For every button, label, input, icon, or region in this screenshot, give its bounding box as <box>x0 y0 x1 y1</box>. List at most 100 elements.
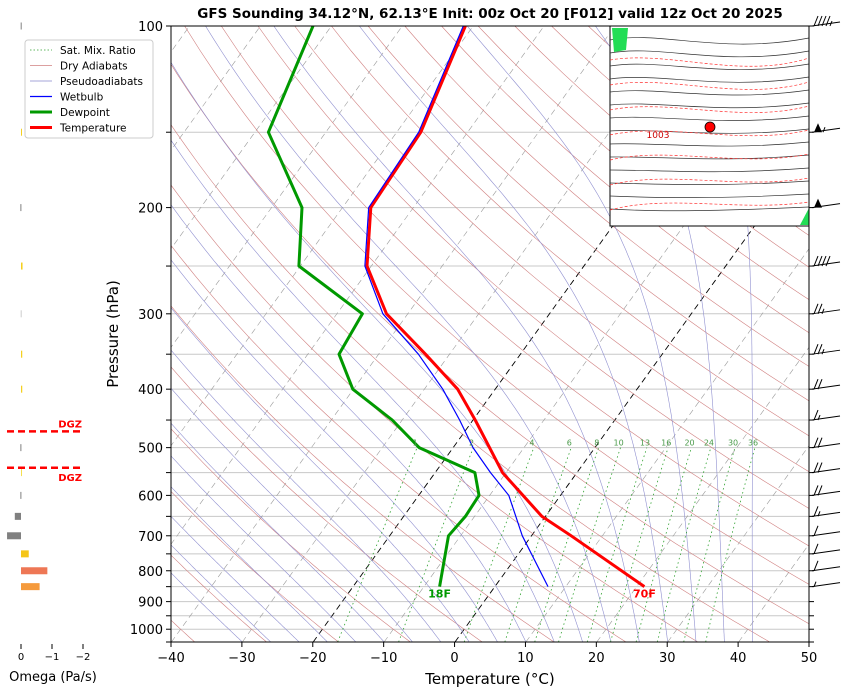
isotherm <box>171 26 616 642</box>
barb-full <box>813 506 819 517</box>
barb-full <box>813 560 819 571</box>
barb-half <box>822 127 826 133</box>
pseudoadiabat <box>171 544 271 642</box>
omega-bar <box>21 262 23 270</box>
barb-pennant <box>814 198 822 208</box>
wind-barb <box>811 378 841 390</box>
dry-adiabat <box>441 26 809 334</box>
mixing-ratio-label: 30 <box>728 439 738 448</box>
inset-height-contour <box>609 105 810 113</box>
barb-staff <box>811 384 841 390</box>
y-tick-label: 300 <box>138 308 163 323</box>
barb-pennant <box>814 123 822 133</box>
barb-half <box>817 511 821 517</box>
dry-adiabat <box>294 26 809 473</box>
omega-panel: 0 −1 −2 DGZ DGZ <box>7 22 90 663</box>
barb-full <box>813 437 819 448</box>
isotherm <box>171 26 403 348</box>
isotherm <box>171 26 261 151</box>
mixing-ratio-label: 4 <box>529 439 534 448</box>
pseudoadiabat <box>466 26 697 642</box>
pseudoadiabat <box>171 204 527 642</box>
inset-contour <box>609 154 810 160</box>
pseudoadiabat <box>171 61 583 642</box>
x-tick-label: 0 <box>450 651 458 666</box>
y-tick-label: 500 <box>138 442 163 457</box>
mixing-ratio-line <box>683 447 736 642</box>
x-tick-label: −20 <box>299 651 326 666</box>
inset-precip <box>800 208 809 225</box>
legend-label: Wetbulb <box>60 92 104 104</box>
y-tick-label: 700 <box>138 530 163 545</box>
pseudoadiabat <box>273 26 640 642</box>
background-lines <box>171 26 809 642</box>
barb-full <box>825 255 831 267</box>
mixing-ratio-line <box>586 447 648 642</box>
y-tick-label: 900 <box>138 596 163 611</box>
omega-bar <box>20 444 22 452</box>
wind-barb <box>811 506 841 517</box>
mixing-ratio-label: 36 <box>748 439 758 448</box>
location-marker <box>704 121 716 133</box>
inset-contour <box>609 180 810 185</box>
omega-bar <box>20 204 22 212</box>
barb-half <box>821 349 825 355</box>
legend-label: Dewpoint <box>60 107 110 119</box>
legend-label: Dry Adiabats <box>60 61 128 73</box>
barb-half <box>829 20 833 27</box>
barb-half <box>813 581 817 587</box>
pseudoadiabat <box>171 387 413 642</box>
barb-full <box>817 15 823 27</box>
omega-bar <box>20 491 22 499</box>
mixing-ratio-label: 13 <box>640 439 650 448</box>
barb-staff <box>811 309 841 315</box>
omega-axis-label: Omega (Pa/s) <box>9 670 97 685</box>
inset-contour <box>609 50 810 58</box>
legend-label: Pseudoadiabats <box>60 76 143 88</box>
inset-contour <box>609 37 810 45</box>
x-tick-label: 40 <box>730 651 747 666</box>
inset-height-contour <box>609 81 810 90</box>
omega-bar <box>21 385 23 393</box>
barb-full <box>817 462 823 473</box>
wind-barb <box>811 198 841 209</box>
inset-height-contour <box>609 153 810 161</box>
wind-barb <box>811 525 841 537</box>
wind-barb <box>811 437 841 449</box>
barb-full <box>813 255 819 267</box>
chart-title: GFS Sounding 34.12°N, 62.13°E Init: 00z … <box>197 6 782 22</box>
mixing-ratio-label: 8 <box>594 439 599 448</box>
omega-bar <box>14 512 21 520</box>
dry-adiabat <box>477 26 809 301</box>
pseudoadiabat <box>359 26 668 642</box>
barb-full <box>813 344 819 355</box>
legend-label: Sat. Mix. Ratio <box>60 45 136 57</box>
inset-contour <box>609 63 810 70</box>
pseudoadiabat <box>171 307 470 642</box>
pseudoadiabat <box>171 455 357 642</box>
inset-height-contour <box>609 201 810 211</box>
wind-barb <box>811 581 841 588</box>
wind-barb <box>811 462 841 474</box>
dry-adiabat <box>171 305 555 642</box>
dry-adiabat <box>331 26 809 437</box>
dry-adiabat <box>171 490 339 642</box>
isotherm <box>171 26 332 250</box>
inset-contour <box>609 115 810 121</box>
pseudoadiabat <box>171 572 243 642</box>
barb-staff <box>811 443 841 449</box>
mixing-ratio-label: 16 <box>661 439 671 448</box>
wetbulb-line <box>364 26 549 587</box>
mixing-ratio-label: 6 <box>567 439 572 448</box>
y-tick-label: 600 <box>138 489 163 504</box>
mixing-ratio-label: 10 <box>614 439 624 448</box>
wind-barb <box>811 123 841 133</box>
wind-barb <box>811 255 841 267</box>
x-tick-label: 20 <box>588 651 605 666</box>
surface-temperature-label: 70F <box>633 588 656 601</box>
pseudoadiabat <box>171 515 300 642</box>
inset-contour <box>609 76 810 83</box>
barb-staff <box>811 261 841 267</box>
